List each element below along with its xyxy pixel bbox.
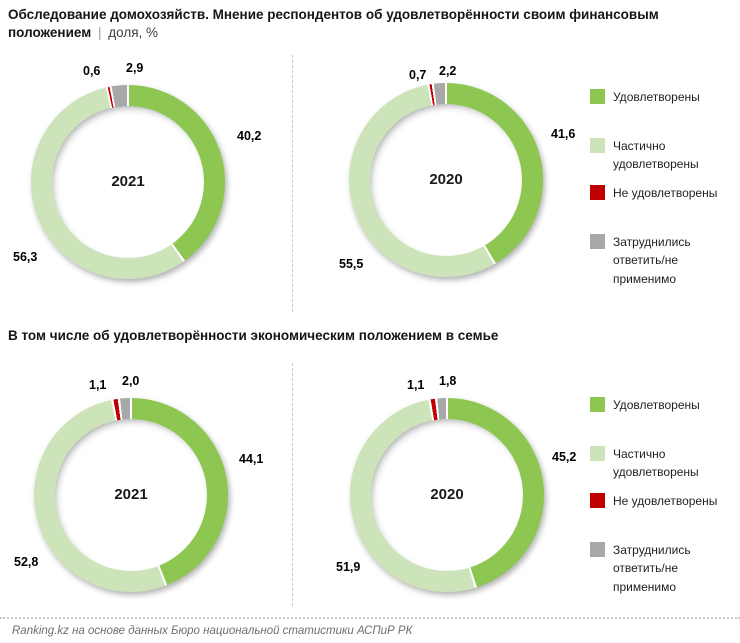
chart-legend-financial: Удовлетворены Частично удовлетворены Не …	[578, 55, 740, 312]
title-separator: |	[97, 25, 102, 41]
value-label-satisfied: 41,6	[551, 126, 576, 141]
legend-swatch-light-green	[590, 137, 605, 153]
donut-chart-2021-family: 2021 44,1 52,8 1,1 2,0	[0, 362, 293, 606]
donut-ring-2020-financial: 2020	[349, 82, 543, 277]
donut-ring-2021-family: 2021	[34, 397, 228, 592]
chart-legend-family: Удовлетворены Частично удовлетворены Не …	[578, 363, 740, 606]
legend-item-satisfied: Удовлетворены	[590, 396, 738, 415]
value-label-undecided: 2,0	[122, 373, 140, 388]
value-label-not-satisfied: 0,6	[83, 63, 101, 78]
value-label-satisfied: 45,2	[552, 449, 577, 464]
legend-item-undecided: Затруднились ответить/не применимо	[590, 541, 738, 597]
source-attribution: Ranking.kz на основе данных Бюро национа…	[12, 624, 413, 637]
donut-center-year: 2021	[55, 418, 207, 571]
value-label-satisfied: 40,2	[237, 128, 262, 143]
value-label-partially-satisfied: 56,3	[13, 249, 38, 264]
legend-item-not-satisfied: Не удовлетворены	[590, 492, 738, 511]
legend-swatch-green	[590, 88, 605, 104]
charts-row-financial: 2021 40,2 56,3 0,6 2,9 2020 41,6 55,5 0,…	[0, 54, 740, 312]
charts-row-family-economic: 2021 44,1 52,8 1,1 2,0 2020 45,2 51,9 1,…	[0, 362, 740, 606]
donut-ring-2021-financial: 2021	[31, 84, 225, 279]
legend-swatch-red	[590, 184, 605, 200]
footer-divider	[0, 616, 740, 619]
value-label-satisfied: 44,1	[239, 451, 264, 466]
value-label-partially-satisfied: 51,9	[336, 559, 361, 574]
section-title-family-economic: В том числе об удовлетворённости экономи…	[8, 327, 499, 343]
donut-ring-2020-family: 2020	[350, 397, 544, 592]
value-label-undecided: 2,2	[439, 63, 457, 78]
value-label-not-satisfied: 0,7	[409, 67, 427, 82]
legend-swatch-gray	[590, 541, 605, 557]
title-unit: доля, %	[108, 25, 159, 41]
donut-chart-2021-financial: 2021 40,2 56,3 0,6 2,9	[0, 54, 293, 312]
donut-chart-2020-family: 2020 45,2 51,9 1,1 1,8	[293, 363, 578, 606]
legend-swatch-light-green	[590, 445, 605, 461]
page-title-main: Обследование домохозяйств. Мнение респон…	[8, 7, 659, 41]
legend-swatch-gray	[590, 233, 605, 249]
value-label-partially-satisfied: 55,5	[339, 256, 364, 271]
donut-center-year: 2020	[371, 418, 523, 571]
legend-item-undecided: Затруднились ответить/не применимо	[590, 233, 738, 289]
value-label-not-satisfied: 1,1	[407, 377, 425, 392]
donut-center-year: 2020	[370, 103, 522, 256]
page-title: Обследование домохозяйств. Мнение респон…	[0, 0, 708, 43]
value-label-not-satisfied: 1,1	[89, 377, 107, 392]
legend-item-partially-satisfied: Частично удовлетворены	[590, 445, 738, 482]
legend-item-not-satisfied: Не удовлетворены	[590, 184, 738, 203]
legend-item-satisfied: Удовлетворены	[590, 88, 738, 107]
value-label-partially-satisfied: 52,8	[14, 554, 39, 569]
legend-swatch-red	[590, 492, 605, 508]
value-label-undecided: 2,9	[126, 60, 144, 75]
legend-item-partially-satisfied: Частично удовлетворены	[590, 137, 738, 174]
legend-swatch-green	[590, 396, 605, 412]
donut-center-year: 2021	[52, 105, 204, 258]
donut-chart-2020-financial: 2020 41,6 55,5 0,7 2,2	[293, 55, 578, 312]
value-label-undecided: 1,8	[439, 373, 457, 388]
